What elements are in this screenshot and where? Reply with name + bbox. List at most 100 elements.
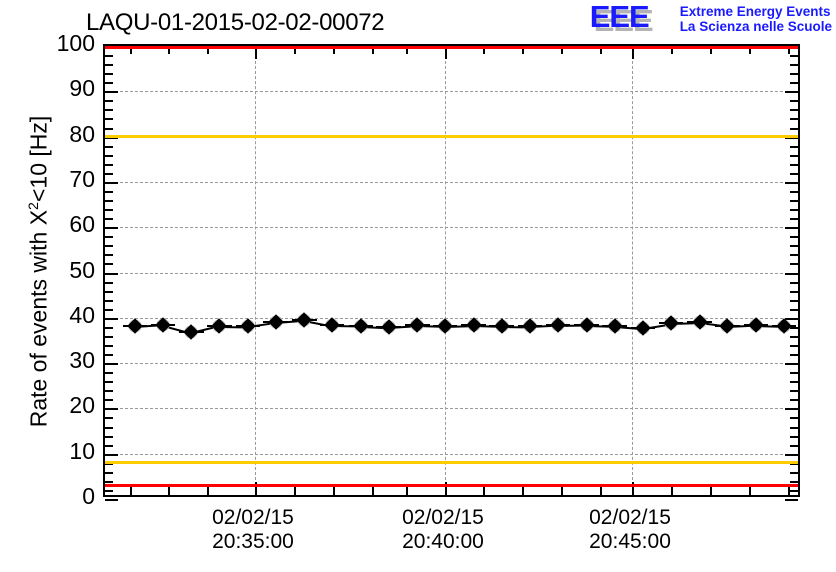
x-axis-tick-label-date: 02/02/15 [212,506,294,529]
y-axis-tick-minor-right [790,308,798,311]
y-axis-tick-minor [105,82,113,85]
y-axis-tick-minor [105,154,113,157]
eee-logo-text: Extreme Energy Events La Scienza nelle S… [680,2,832,34]
y-axis-tick-label: 60 [69,211,95,238]
x-axis-tick-label-date: 02/02/15 [589,506,671,529]
y-axis-tick-minor-right [790,100,798,103]
eee-logo-mark-shadow: EEE [593,3,654,38]
y-axis-tick-minor-right [790,399,798,402]
y-axis-tick-minor-right [790,480,798,483]
threshold-line-upper-yellow-warning [105,135,798,139]
y-axis-tick-major-right [785,227,798,230]
eee-logo-line2: La Scienza nelle Scuole [679,19,832,34]
x-axis-tick-minor [405,46,408,54]
x-axis-tick-major-bottom [254,482,257,495]
y-axis-tick-label: 30 [69,347,95,374]
y-axis-tick-major [105,272,118,275]
y-axis-tick-minor [105,163,113,166]
y-axis-tick-minor-right [790,163,798,166]
y-axis-tick-label: 0 [82,483,95,509]
y-gridline [105,227,798,229]
y-axis-tick-minor-right [790,372,798,375]
x-axis-tick-minor-bottom [206,487,209,495]
y-axis-tick-minor-right [790,82,798,85]
y-axis-tick-minor-right [790,417,798,420]
y-axis-tick-minor-right [790,435,798,438]
y-axis-tick-minor-right [790,381,798,384]
y-axis-tick-label: 100 [56,30,95,56]
x-axis-tick-minor [670,46,673,54]
y-axis-tick-major [105,227,118,230]
y-axis-tick-minor [105,480,113,483]
y-axis-tick-minor [105,444,113,447]
x-axis-tick-minor-bottom [748,487,751,495]
y-axis-tick-minor [105,55,113,58]
x-axis-tick-label-time: 20:45:00 [589,530,671,553]
y-axis-tick-minor [105,344,113,347]
x-axis-tick-minor [521,46,524,54]
y-axis-tick-minor [105,381,113,384]
y-axis-tick-label: 50 [69,256,95,283]
y-axis-tick-major [105,91,118,94]
y-axis-tick-major-right [785,408,798,411]
x-axis-tick-minor-bottom [787,487,790,495]
x-axis-tick-minor-bottom [293,487,296,495]
y-axis-tick-minor-right [790,64,798,67]
x-axis-tick-minor [482,46,485,54]
x-axis-tick-minor [130,46,133,54]
x-gridline [632,46,633,495]
x-axis-tick-minor-bottom [560,487,563,495]
y-axis-tick-minor-right [790,290,798,293]
y-axis-tick-minor [105,299,113,302]
y-axis-tick-major-right [785,363,798,366]
y-axis-tick-minor [105,290,113,293]
eee-logo: EEE EEE Extreme Energy Events La Scienza… [590,1,832,42]
x-axis-tick-minor [206,46,209,54]
x-gridline [444,46,446,495]
y-axis-tick-minor-right [790,245,798,248]
y-axis-tick-minor-right [790,145,798,148]
x-axis-tick-minor [748,46,751,54]
y-axis-tick-minor-right [790,55,798,58]
x-axis-tick-major-bottom [632,482,634,495]
x-axis-tick-minor-bottom [521,487,524,495]
x-axis-tick-minor [371,46,374,54]
x-gridline [254,46,256,495]
y-axis-title-superscript: 2 [25,202,42,210]
y-axis-tick-minor-right [790,73,798,76]
y-axis-tick-minor-right [790,281,798,284]
x-axis-tick-minor-bottom [482,487,485,495]
y-axis-tick-minor [105,118,113,121]
y-axis-tick-minor-right [790,109,798,112]
y-axis-tick-minor [105,354,113,357]
y-axis-tick-label: 40 [69,301,95,328]
y-gridline [105,408,798,410]
y-axis-tick-major-right [785,181,798,184]
y-axis-tick-minor [105,100,113,103]
x-axis-tick-minor [709,46,712,54]
x-axis-tick-minor-bottom [709,487,712,495]
y-axis-tick-major-right [785,272,798,275]
y-axis-tick-minor-right [790,118,798,121]
x-axis-tick-minor-bottom [130,487,133,495]
x-axis-tick-major [254,46,257,59]
y-axis-tick-major [105,408,118,411]
y-axis-tick-minor-right [790,344,798,347]
y-gridline [105,453,798,455]
y-axis-tick-minor-right [790,444,798,447]
y-gridline [105,317,798,319]
y-axis-tick-minor-right [790,299,798,302]
chart-title: LAQU-01-2015-02-02-00072 [86,9,385,36]
eee-logo-line1: Extreme Energy Events [679,4,831,19]
threshold-line-lower-yellow-warning [105,461,798,465]
y-axis-tick-minor-right [790,154,798,157]
x-axis-tick-label-time: 20:40:00 [402,530,484,553]
x-axis-tick-minor-bottom [332,487,335,495]
y-gridline [105,363,798,365]
x-axis-tick-minor [599,46,602,54]
y-gridline [105,91,798,93]
y-axis-tick-label: 70 [69,165,95,192]
y-axis-tick-minor [105,326,113,329]
y-axis-tick-major [105,363,118,366]
y-axis-tick-label: 10 [69,437,95,464]
